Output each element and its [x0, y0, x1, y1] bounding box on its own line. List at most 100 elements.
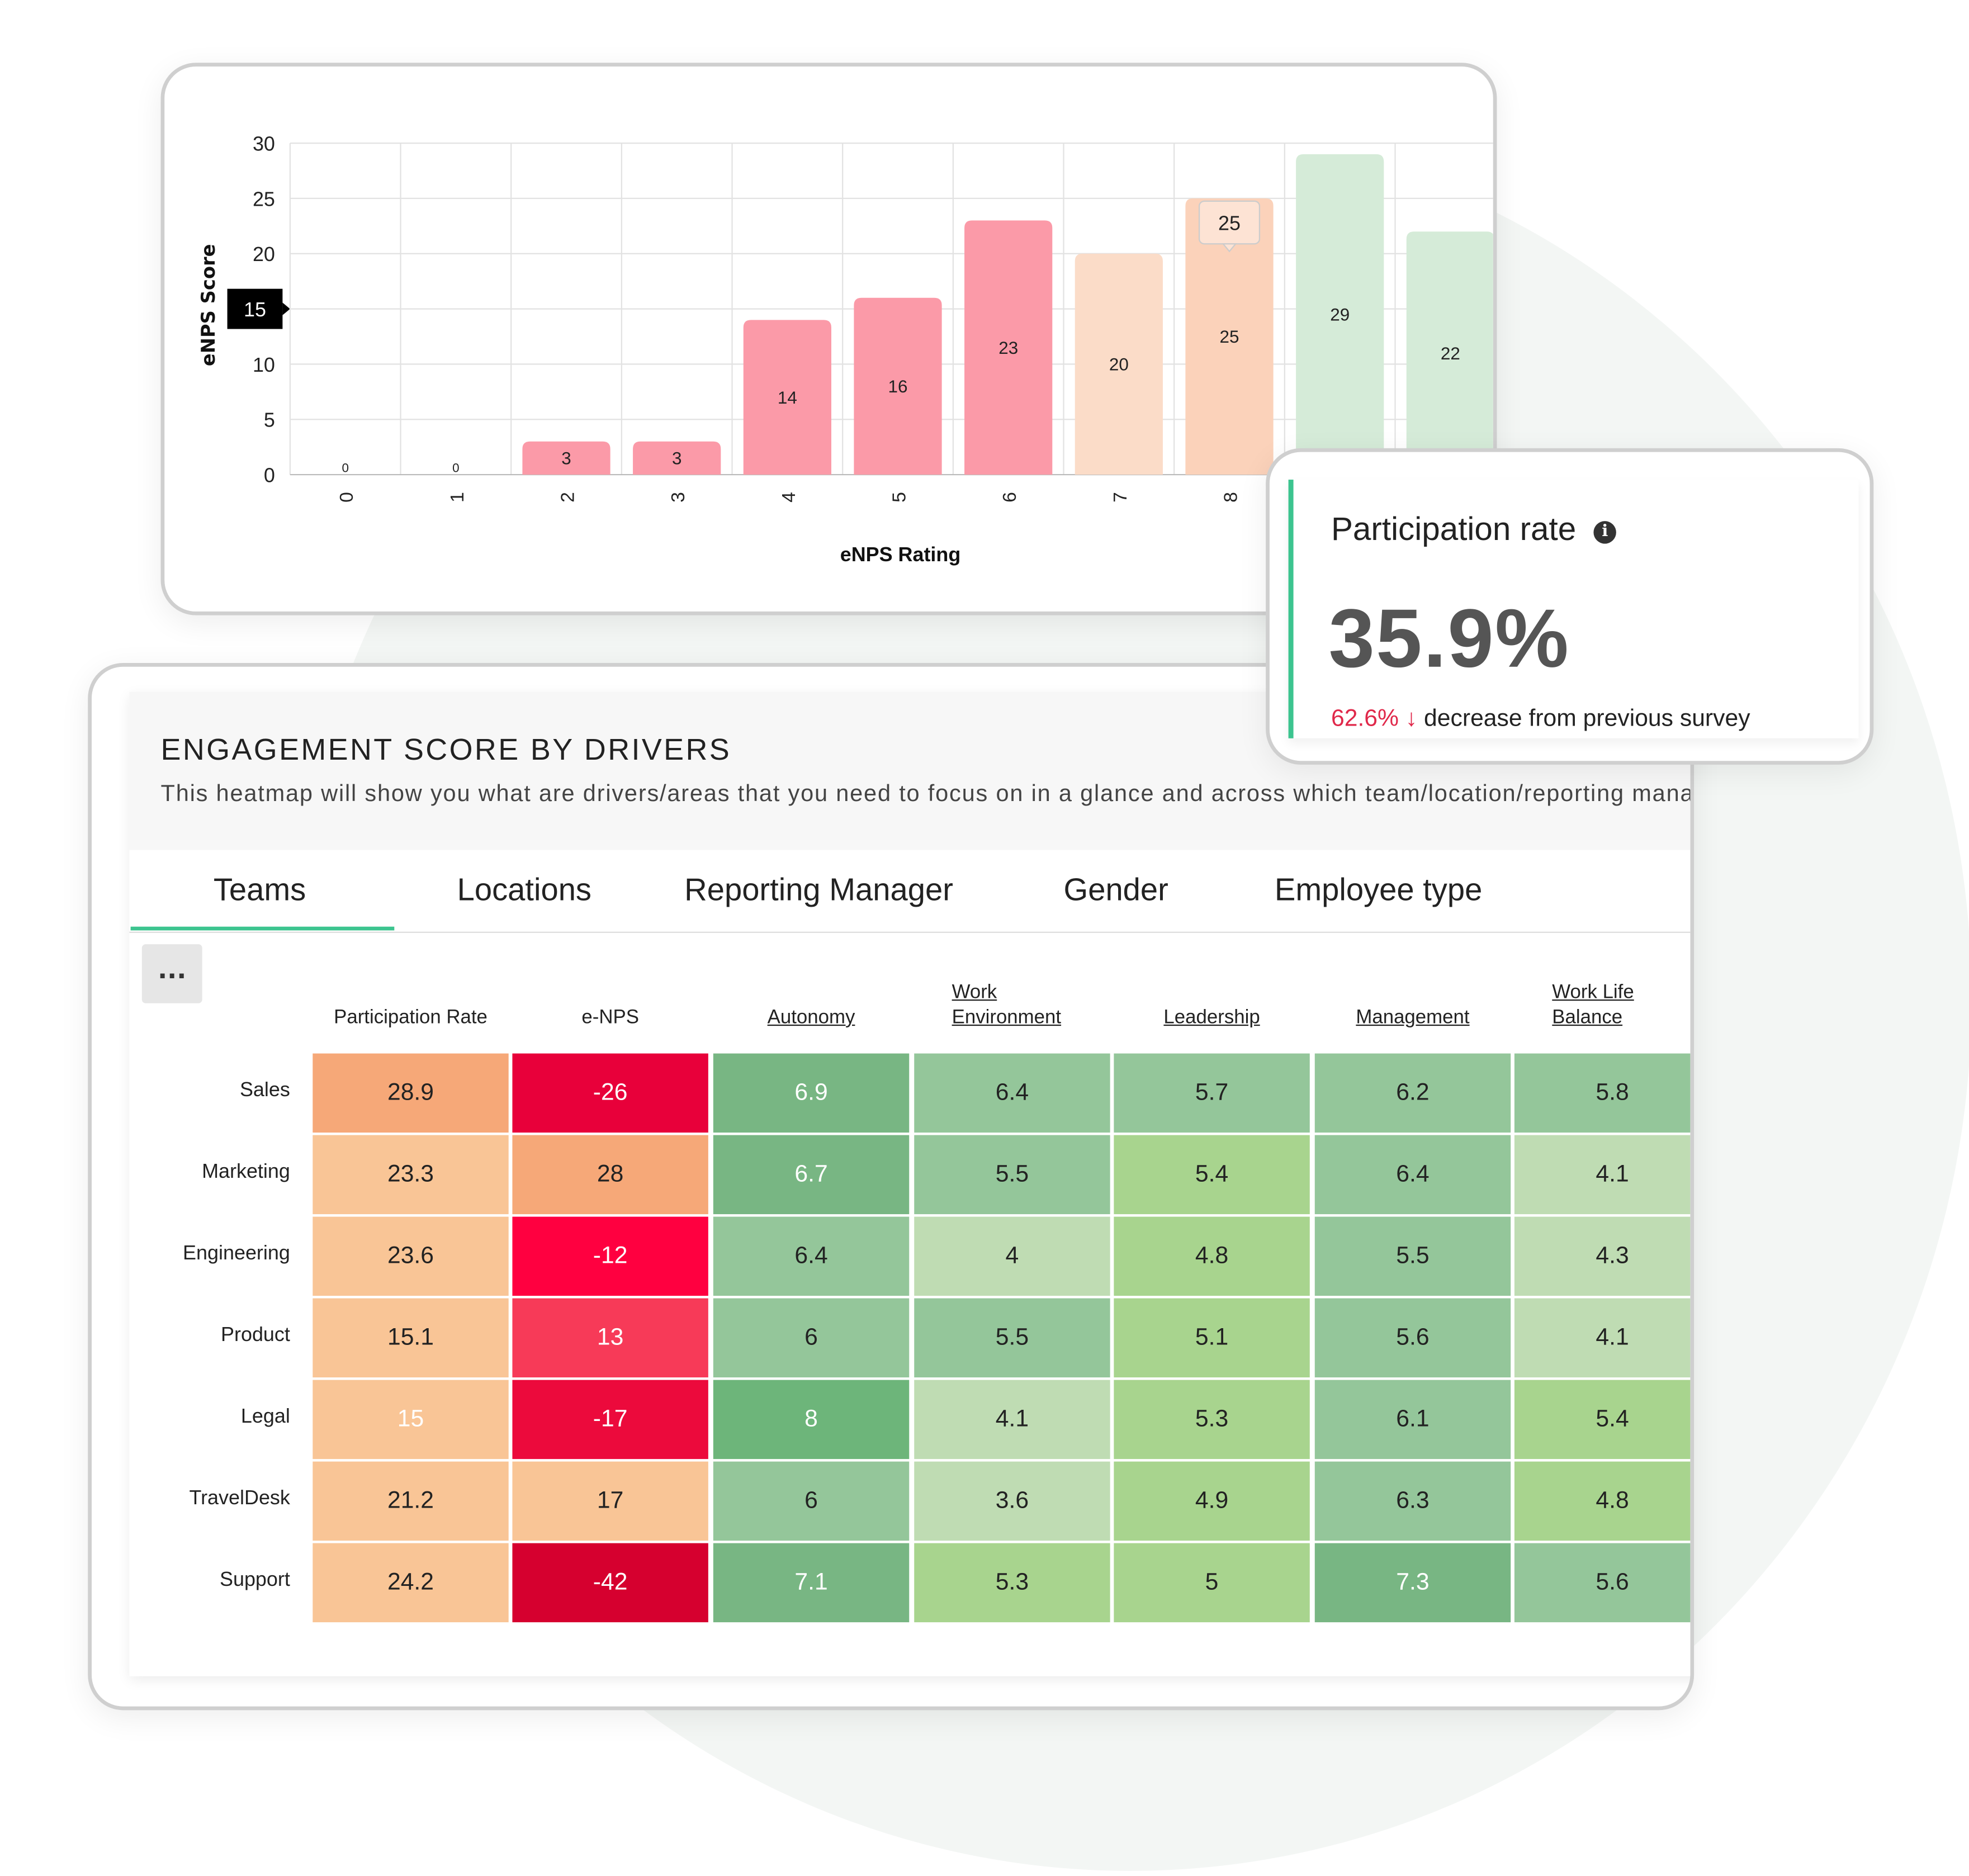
column-header-text: Leadership — [1163, 1007, 1260, 1029]
tab-locations[interactable]: Locations — [457, 873, 592, 908]
heatmap-cell[interactable]: 5.5 — [914, 1135, 1110, 1215]
heatmap-cell[interactable]: 5.4 — [1514, 1380, 1691, 1460]
y-axis-title: eNPS Score — [197, 244, 219, 367]
y-highlight-label: 15 — [244, 298, 266, 321]
heatmap-cell[interactable]: 4.8 — [1114, 1216, 1310, 1296]
heatmap-cell[interactable]: 4.1 — [1514, 1298, 1691, 1378]
heatmap-cell[interactable]: -17 — [512, 1380, 708, 1460]
heatmap-cell[interactable]: 6 — [713, 1461, 910, 1541]
info-icon[interactable]: i — [1593, 521, 1617, 544]
column-header[interactable]: Autonomy — [713, 1006, 909, 1031]
y-highlight-pointer — [282, 302, 290, 315]
heatmap-cell[interactable]: 23.6 — [313, 1216, 509, 1296]
heatmap-cell[interactable]: 15.1 — [313, 1298, 509, 1378]
row-label: Marketing — [202, 1161, 290, 1183]
tab-gender[interactable]: Gender — [1063, 873, 1168, 908]
y-tick-label: 20 — [253, 243, 275, 266]
heatmap-cell[interactable]: 6.4 — [713, 1216, 910, 1296]
change-text: decrease from previous survey — [1424, 705, 1750, 732]
heatmap-cell[interactable]: 5.8 — [1514, 1053, 1691, 1133]
column-header[interactable]: Management — [1315, 1006, 1511, 1031]
heatmap-cell[interactable]: 4.1 — [914, 1380, 1110, 1460]
y-tick-label: 30 — [253, 132, 275, 155]
bar-value-label: 25 — [1220, 327, 1239, 347]
heatmap-cell[interactable]: 4.1 — [1514, 1135, 1691, 1215]
heatmap-cell[interactable]: 24.2 — [313, 1543, 509, 1623]
heatmap-cell[interactable]: 5.5 — [1314, 1216, 1511, 1296]
heatmap-cell[interactable]: 6.7 — [713, 1135, 910, 1215]
bar — [633, 441, 721, 475]
column-header-text: Balance — [1552, 1007, 1623, 1029]
column-header-text: Work Life — [1552, 982, 1634, 1003]
column-header[interactable]: Leadership — [1114, 1006, 1309, 1031]
column-header-text: e-NPS — [581, 1007, 639, 1029]
participation-title: Participation rate i — [1331, 509, 1617, 549]
tab-reporting-manager[interactable]: Reporting Manager — [684, 873, 953, 908]
heatmap-cell[interactable]: 15 — [313, 1380, 509, 1460]
heatmap-cell[interactable]: -26 — [512, 1053, 708, 1133]
bar-value-label: 0 — [342, 461, 349, 475]
heatmap-cell[interactable]: 3.6 — [914, 1461, 1110, 1541]
heatmap-cell[interactable]: 21.2 — [313, 1461, 509, 1541]
heatmap-cell[interactable]: 5.4 — [1114, 1135, 1310, 1215]
tab-employee-type[interactable]: Employee type — [1274, 873, 1483, 908]
heatmap-cell[interactable]: 6.4 — [1314, 1135, 1511, 1215]
tab-bar: Teams Locations Reporting Manager Gender… — [129, 855, 1691, 933]
heatmap-cell[interactable]: 5.1 — [1114, 1298, 1310, 1378]
heatmap-cell[interactable]: 4.9 — [1114, 1461, 1310, 1541]
heatmap-cell[interactable]: 5.6 — [1514, 1543, 1691, 1623]
heatmap-cell[interactable]: 28.9 — [313, 1053, 509, 1133]
heatmap-cell[interactable]: 5.7 — [1114, 1053, 1310, 1133]
heatmap-header: ENGAGEMENT SCORE BY DRIVERS This heatmap… — [129, 691, 1695, 850]
participation-label: Participation rate — [1331, 509, 1577, 548]
heatmap-panel: ENGAGEMENT SCORE BY DRIVERS This heatmap… — [129, 691, 1695, 1676]
heatmap-cell[interactable]: 5.3 — [1114, 1380, 1310, 1460]
heatmap-cell[interactable]: 17 — [512, 1461, 708, 1541]
heatmap-cell[interactable]: 5.6 — [1314, 1298, 1511, 1378]
column-header-text: Management — [1356, 1007, 1470, 1029]
heatmap-cell[interactable]: 6 — [713, 1298, 910, 1378]
heatmap-cell[interactable]: 5.3 — [914, 1543, 1110, 1623]
heatmap-cell[interactable]: 7.1 — [713, 1543, 910, 1623]
heatmap-cell[interactable]: 4.8 — [1514, 1461, 1691, 1541]
heatmap-card: ENGAGEMENT SCORE BY DRIVERS This heatmap… — [88, 662, 1695, 1711]
heatmap-cell[interactable]: 6.3 — [1314, 1461, 1511, 1541]
tooltip-pointer — [1222, 243, 1237, 253]
column-header[interactable]: Work Environment — [914, 980, 1110, 1031]
bar — [743, 320, 831, 475]
heatmap-cell[interactable]: 5 — [1114, 1543, 1310, 1623]
heatmap-cell[interactable]: 6.9 — [713, 1053, 910, 1133]
bar — [1296, 154, 1384, 475]
column-header-text: Autonomy — [767, 1007, 855, 1029]
participation-panel: Participation rate i 35.9% 62.6% ↓ decrea… — [1288, 480, 1859, 738]
y-highlight-box — [227, 288, 283, 329]
heatmap-cell[interactable]: -12 — [512, 1216, 708, 1296]
tab-teams[interactable]: Teams — [213, 873, 306, 908]
column-header[interactable]: Work Life Balance — [1514, 980, 1690, 1031]
heatmap-cell[interactable]: 23.3 — [313, 1135, 509, 1215]
row-label: TravelDesk — [189, 1487, 290, 1509]
heatmap-subtitle: This heatmap will show you what are driv… — [160, 779, 1695, 807]
row-label: Engineering — [183, 1243, 290, 1264]
heatmap-cell[interactable]: 4.3 — [1514, 1216, 1691, 1296]
heatmap-cell[interactable]: 6.4 — [914, 1053, 1110, 1133]
bar-value-label: 3 — [672, 449, 681, 468]
heatmap-cell[interactable]: 6.2 — [1314, 1053, 1511, 1133]
bar — [522, 441, 610, 475]
x-axis-title: eNPS Rating — [840, 543, 961, 566]
heatmap-cell[interactable]: 4 — [914, 1216, 1110, 1296]
heatmap-cell[interactable]: 28 — [512, 1135, 708, 1215]
more-options-button[interactable]: ... — [141, 944, 202, 1003]
heatmap-cell[interactable]: 7.3 — [1314, 1543, 1511, 1623]
heatmap-cell[interactable]: 13 — [512, 1298, 708, 1378]
bar-value-label: 0 — [452, 461, 459, 475]
heatmap-cell[interactable]: 6.1 — [1314, 1380, 1511, 1460]
heatmap-cell[interactable]: -42 — [512, 1543, 708, 1623]
heatmap-cell[interactable]: 5.5 — [914, 1298, 1110, 1378]
y-tick-label: 0 — [264, 464, 275, 487]
heatmap-cell[interactable]: 8 — [713, 1380, 910, 1460]
change-percent: 62.6% — [1331, 705, 1399, 732]
bar-value-label: 22 — [1441, 344, 1460, 363]
row-label: Sales — [239, 1079, 290, 1101]
